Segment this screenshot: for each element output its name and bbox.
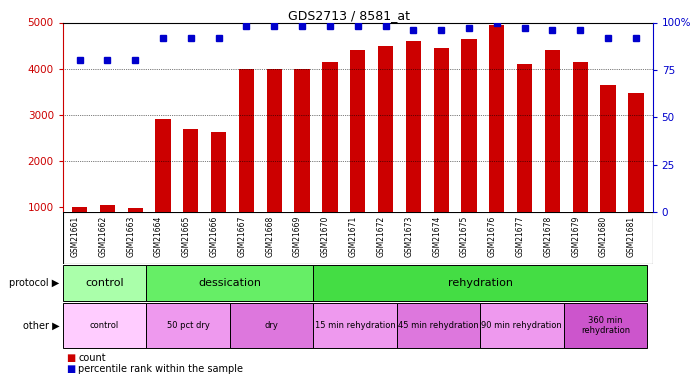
Text: 90 min rehydration: 90 min rehydration [482,321,563,330]
Bar [156,120,170,212]
Bar [600,85,616,212]
Text: GSM21678: GSM21678 [544,216,553,257]
Bar [295,69,310,212]
Text: GSM21667: GSM21667 [237,216,246,258]
Text: GDS2713 / 8581_at: GDS2713 / 8581_at [288,9,410,22]
Text: GSM21668: GSM21668 [265,216,274,257]
Text: GSM21661: GSM21661 [70,216,80,257]
Text: GSM21672: GSM21672 [376,216,385,257]
Bar [147,265,313,301]
Bar [313,303,396,348]
Text: GSM21674: GSM21674 [432,216,441,258]
Text: GSM21673: GSM21673 [404,216,413,258]
Bar [63,303,147,348]
Text: dessication: dessication [198,278,261,288]
Text: 360 min
rehydration: 360 min rehydration [581,316,630,335]
Bar [128,208,143,212]
Bar [489,25,505,212]
Bar [378,46,393,212]
Bar [239,69,254,212]
Bar [480,303,563,348]
Text: GSM21666: GSM21666 [209,216,218,258]
Bar [147,303,230,348]
Text: GSM21662: GSM21662 [98,216,107,257]
Text: 15 min rehydration: 15 min rehydration [315,321,395,330]
Bar [267,69,282,212]
Bar [100,205,115,212]
Bar [183,129,198,212]
Bar [433,48,449,212]
Text: GSM21671: GSM21671 [349,216,357,257]
Bar [322,62,338,212]
Text: control: control [90,321,119,330]
Bar [563,303,647,348]
Text: ■: ■ [66,364,75,374]
Text: GSM21679: GSM21679 [571,216,580,258]
Bar [396,303,480,348]
Bar [545,50,560,212]
Bar [572,62,588,212]
Text: control: control [85,278,124,288]
Bar [406,41,421,212]
Text: dry: dry [265,321,279,330]
Text: percentile rank within the sample: percentile rank within the sample [78,364,243,374]
Text: GSM21675: GSM21675 [460,216,469,258]
Bar [313,265,647,301]
Text: GSM21676: GSM21676 [488,216,497,258]
Text: GSM21670: GSM21670 [321,216,330,258]
Bar [628,93,644,212]
Bar [461,39,477,212]
Text: 45 min rehydration: 45 min rehydration [398,321,479,330]
Text: other ▶: other ▶ [23,320,59,330]
Text: rehydration: rehydration [447,278,512,288]
Text: 50 pct dry: 50 pct dry [167,321,209,330]
Text: count: count [78,353,106,363]
Text: GSM21669: GSM21669 [293,216,302,258]
Bar [350,50,365,212]
Bar [517,64,533,212]
Bar [63,265,147,301]
Text: GSM21680: GSM21680 [599,216,608,257]
Text: GSM21677: GSM21677 [516,216,525,258]
Bar [211,132,226,212]
Text: ■: ■ [66,353,75,363]
Text: GSM21665: GSM21665 [181,216,191,258]
Text: GSM21664: GSM21664 [154,216,163,258]
Bar [230,303,313,348]
Text: GSM21663: GSM21663 [126,216,135,258]
Text: GSM21681: GSM21681 [627,216,636,257]
Bar [72,207,87,212]
Text: protocol ▶: protocol ▶ [9,278,59,288]
